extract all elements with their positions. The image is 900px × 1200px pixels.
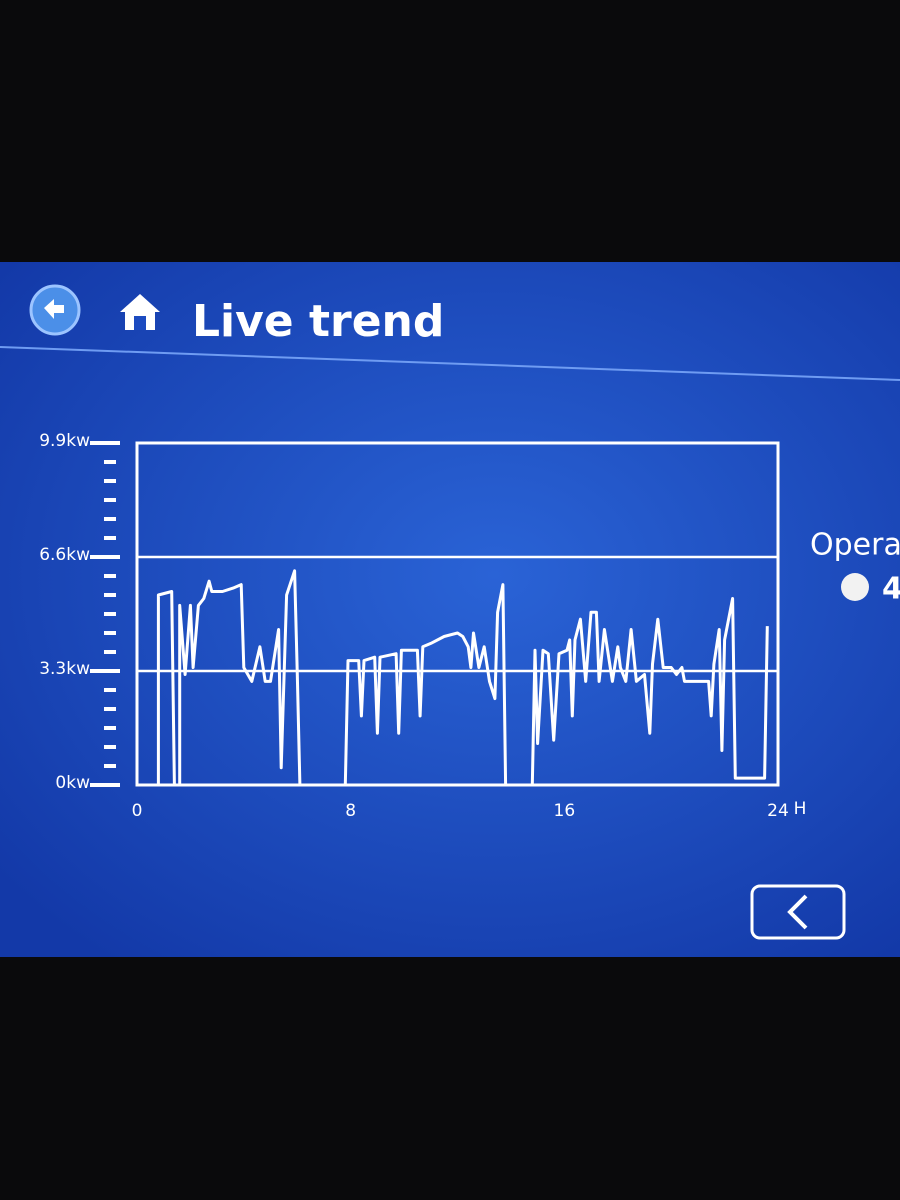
y-tick-label: 6.6kw	[39, 545, 90, 565]
display	[0, 262, 900, 957]
header-divider	[0, 346, 900, 381]
status-dot	[841, 573, 869, 601]
page-title: Live trend	[192, 296, 444, 347]
x-tick-label: 16	[554, 801, 576, 821]
y-tick-label: 0kw	[55, 773, 90, 793]
trend-line	[137, 569, 769, 787]
back-button[interactable]	[29, 284, 81, 336]
x-tick-label: 8	[345, 801, 356, 821]
y-tick-label: 9.9kw	[39, 431, 90, 451]
y-tick-label: 3.3kw	[39, 659, 90, 679]
x-tick-label: 24	[767, 801, 789, 821]
chart: 0kw 3.3kw 6.6kw 9.9kw 0 8 16 24 H	[39, 431, 806, 821]
x-tick-label: 0	[132, 801, 143, 821]
return-button[interactable]	[750, 884, 846, 940]
home-button[interactable]	[120, 294, 160, 330]
x-axis-label: H	[794, 799, 807, 819]
side-label: Opera	[810, 528, 900, 563]
side-value: 4	[882, 572, 900, 607]
